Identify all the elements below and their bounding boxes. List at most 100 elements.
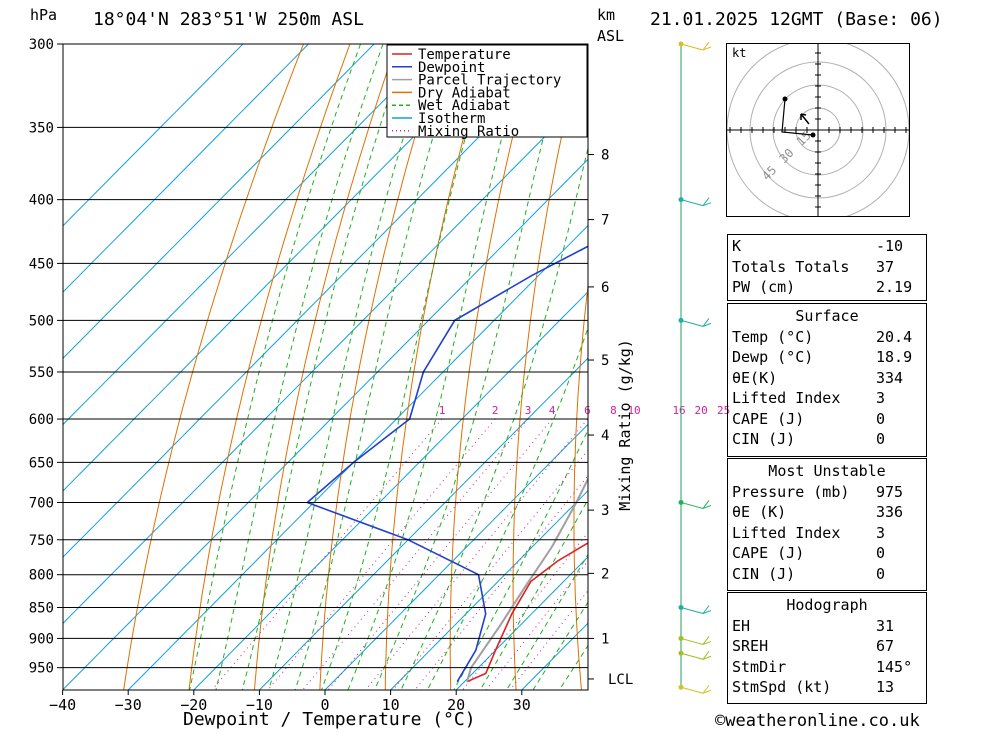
- pressure-tick-label: 650: [29, 455, 54, 471]
- km-tick-label: LCL: [608, 672, 633, 688]
- isotherm-line: [63, 44, 309, 293]
- wet-adiabat-line: [294, 44, 462, 690]
- index-value: 0: [876, 544, 886, 563]
- wet-adiabat-line: [453, 428, 588, 690]
- surface-row-temp: Temp (°C) 20.4: [728, 327, 926, 348]
- index-label: Totals Totals: [732, 257, 850, 276]
- surface-row-cape: CAPE (J) 0: [728, 409, 926, 430]
- pressure-tick-label: 450: [29, 256, 54, 272]
- plot-area: [63, 44, 1000, 690]
- dry-adiabat-line: [633, 44, 676, 690]
- surface-title-row: Surface: [728, 306, 926, 327]
- mixing-ratio-label: 2: [492, 404, 499, 417]
- km-tick-label: 1: [601, 631, 609, 647]
- index-label: CIN (J): [732, 430, 796, 449]
- wet-adiabat-line: [426, 326, 588, 690]
- isotherm-line: [193, 291, 588, 690]
- mixing-ratio-label: 16: [672, 404, 685, 417]
- mixing-ratio-label: 25: [717, 404, 730, 417]
- pressure-tick-label: 750: [29, 533, 54, 549]
- index-value: 0: [876, 409, 886, 428]
- wind-barb: [680, 318, 712, 327]
- wet-adiabat-line: [479, 498, 588, 690]
- isotherm-line: [63, 44, 244, 227]
- surface-box: Surface Temp (°C) 20.4 Dewp (°C) 18.9 θE(K…: [727, 303, 927, 457]
- dry-adiabat-line: [188, 44, 351, 690]
- mixing-ratio-line: [485, 560, 588, 690]
- temp-tick-label: 0: [320, 696, 329, 714]
- index-value: 31: [876, 616, 895, 635]
- km-tick-label: 8: [601, 148, 609, 164]
- hodograph-ring-label: 45: [759, 163, 779, 183]
- pressure-tick-label: 600: [29, 412, 54, 428]
- isotherm-line: [455, 556, 588, 690]
- km-tick-label: 2: [601, 566, 609, 582]
- pressure-tick-label: 350: [29, 120, 54, 136]
- dry-adiabat-line: [512, 44, 583, 690]
- mu-row-li: Lifted Index 3: [728, 523, 926, 544]
- pressure-tick-label: 800: [29, 568, 54, 584]
- index-label: Pressure (mb): [732, 482, 850, 501]
- pressure-tick-label: 950: [29, 661, 54, 677]
- km-tick-label: 5: [601, 353, 609, 369]
- mixing-ratio-line: [392, 449, 588, 690]
- index-value: 145°: [876, 657, 913, 676]
- wet-adiabat-line: [268, 44, 434, 690]
- index-label: SREH: [732, 637, 769, 656]
- hodo-row-stmdir: StmDir 145°: [728, 657, 926, 678]
- mixing-ratio-label: 1: [439, 404, 446, 417]
- index-label: Dewp (°C): [732, 348, 814, 367]
- legend-label: Mixing Ratio: [418, 124, 519, 140]
- index-row-k: K -10: [728, 236, 926, 257]
- legend-label: Parcel Trajectory: [418, 73, 561, 89]
- isotherm-line: [259, 357, 588, 690]
- chart-title-location: 18°04'N 283°51'W 250m ASL: [93, 9, 364, 30]
- legend-label: Dewpoint: [418, 60, 485, 76]
- index-value: 37: [876, 257, 895, 276]
- mu-row-thetae: θE (K) 336: [728, 502, 926, 523]
- dry-adiabat-line: [952, 44, 1000, 690]
- mixing-ratio-line: [267, 418, 496, 690]
- section-title: Most Unstable: [768, 462, 886, 481]
- mu-title-row: Most Unstable: [728, 461, 926, 482]
- wet-adiabat-line: [347, 44, 528, 690]
- index-value: 20.4: [876, 327, 913, 346]
- temp-tick-label: −20: [180, 696, 207, 714]
- legend-label: Dry Adiabat: [418, 85, 511, 101]
- index-label: PW (cm): [732, 278, 796, 297]
- indices-box: K -10 Totals Totals 37 PW (cm) 2.19: [727, 234, 927, 301]
- wet-adiabat-line: [374, 44, 568, 690]
- temp-tick-label: −40: [49, 696, 76, 714]
- copyright-text[interactable]: ©weatheronline.co.uk: [715, 711, 920, 731]
- index-label: StmDir: [732, 657, 787, 676]
- wet-adiabat-line: [189, 44, 361, 690]
- pressure-tick-label: 300: [29, 37, 54, 53]
- wind-barb: [680, 684, 712, 694]
- mixing-ratio-line: [211, 418, 443, 690]
- wet-adiabat-line: [241, 44, 408, 690]
- index-value: 3: [876, 523, 886, 542]
- index-value: 3: [876, 389, 886, 408]
- pressure-tick-label: 900: [29, 631, 54, 647]
- mu-row-cape: CAPE (J) 0: [728, 543, 926, 564]
- index-label: CAPE (J): [732, 409, 805, 428]
- wind-barb: [680, 41, 712, 51]
- mu-row-cin: CIN (J) 0: [728, 564, 926, 585]
- surface-row-li: Lifted Index 3: [728, 388, 926, 409]
- wet-adiabat-line: [400, 145, 588, 690]
- index-label: K: [732, 237, 742, 256]
- km-tick-label: 4: [601, 428, 609, 444]
- mixing-ratio-axis-label: Mixing Ratio (g/kg): [616, 339, 634, 511]
- hodograph-ring-label: 30: [776, 146, 796, 166]
- mixing-ratio-line: [327, 418, 553, 690]
- index-value: 67: [876, 637, 895, 656]
- dry-adiabat-line: [449, 44, 537, 690]
- hodograph-unit: kt: [732, 46, 747, 60]
- pressure-tick-label: 500: [29, 313, 54, 329]
- index-value: 18.9: [876, 348, 913, 367]
- index-value: 13: [876, 678, 895, 697]
- mixing-ratio-label: 3: [525, 404, 532, 417]
